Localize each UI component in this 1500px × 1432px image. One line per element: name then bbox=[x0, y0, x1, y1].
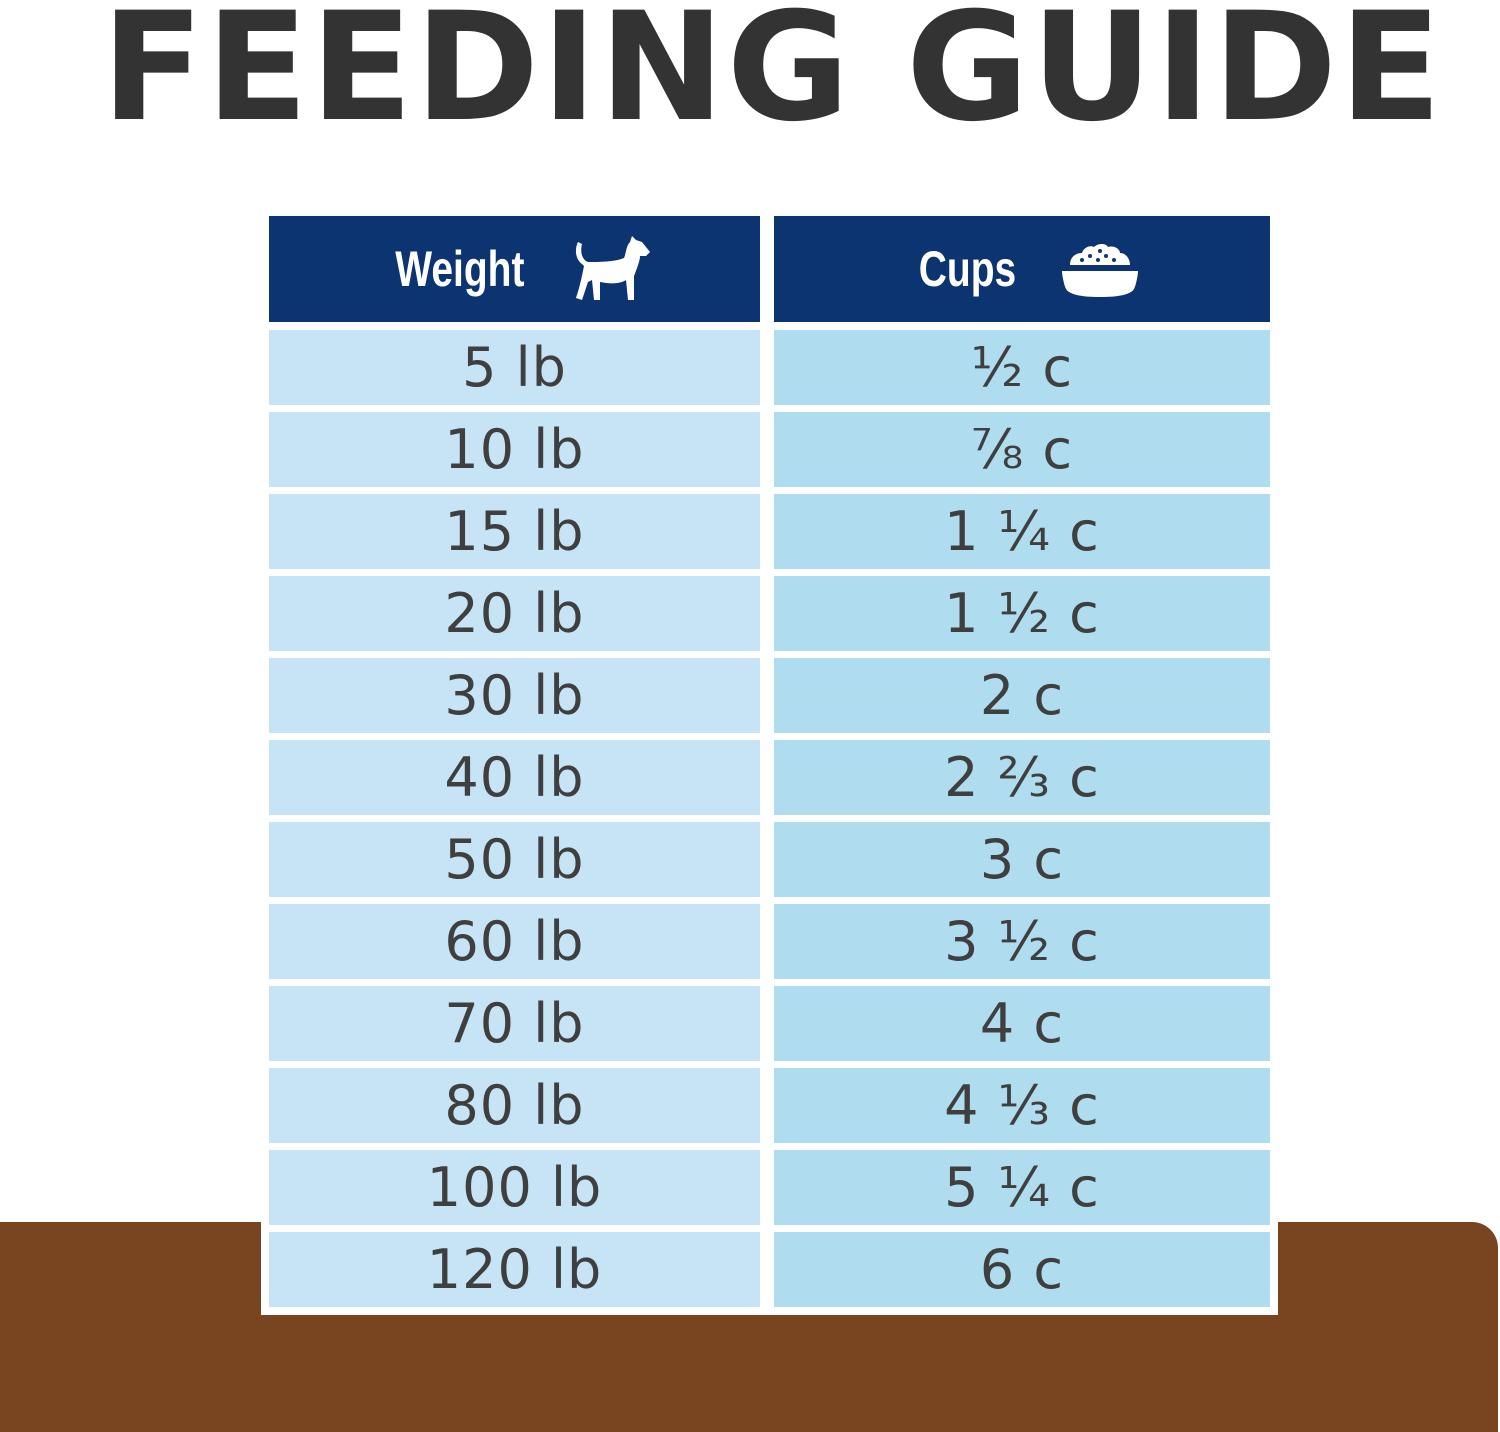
weight-column: Weight 5 lb 10 lb 15 lb 20 lb 30 lb 40 l… bbox=[269, 216, 760, 1314]
weight-cell: 40 lb bbox=[269, 740, 760, 815]
weight-header-label: Weight bbox=[394, 241, 525, 297]
cups-header-label: Cups bbox=[918, 241, 1016, 297]
weight-cell: 50 lb bbox=[269, 822, 760, 897]
weight-cell: 120 lb bbox=[269, 1232, 760, 1307]
cups-cell: 1 ¼ c bbox=[774, 494, 1270, 569]
weight-cell: 15 lb bbox=[269, 494, 760, 569]
dog-icon bbox=[570, 236, 652, 302]
cups-cell: ½ c bbox=[774, 330, 1270, 405]
cups-header: Cups bbox=[774, 216, 1270, 322]
weight-cell: 70 lb bbox=[269, 986, 760, 1061]
cups-cell: 2 c bbox=[774, 658, 1270, 733]
cups-cell: 5 ¼ c bbox=[774, 1150, 1270, 1225]
weight-cell: 10 lb bbox=[269, 412, 760, 487]
weight-cell: 100 lb bbox=[269, 1150, 760, 1225]
cups-cell: 3 c bbox=[774, 822, 1270, 897]
cups-cell: 3 ½ c bbox=[774, 904, 1270, 979]
cups-cell: 1 ½ c bbox=[774, 576, 1270, 651]
cups-cell: ⅞ c bbox=[774, 412, 1270, 487]
cups-column: Cups ½ c ⅞ c 1 ¼ c 1 ½ c 2 c 2 ⅔ c 3 c 3… bbox=[774, 216, 1270, 1314]
food-bowl-icon bbox=[1060, 241, 1140, 297]
weight-header: Weight bbox=[269, 216, 760, 322]
cups-cell: 4 ⅓ c bbox=[774, 1068, 1270, 1143]
page-title: FEEDING GUIDE bbox=[101, 0, 1444, 155]
cups-cell: 6 c bbox=[774, 1232, 1270, 1307]
weight-rows: 5 lb 10 lb 15 lb 20 lb 30 lb 40 lb 50 lb… bbox=[269, 330, 760, 1307]
cups-rows: ½ c ⅞ c 1 ¼ c 1 ½ c 2 c 2 ⅔ c 3 c 3 ½ c … bbox=[774, 330, 1270, 1307]
cups-cell: 2 ⅔ c bbox=[774, 740, 1270, 815]
weight-cell: 20 lb bbox=[269, 576, 760, 651]
weight-cell: 30 lb bbox=[269, 658, 760, 733]
weight-cell: 80 lb bbox=[269, 1068, 760, 1143]
weight-cell: 5 lb bbox=[269, 330, 760, 405]
cups-cell: 4 c bbox=[774, 986, 1270, 1061]
weight-cell: 60 lb bbox=[269, 904, 760, 979]
